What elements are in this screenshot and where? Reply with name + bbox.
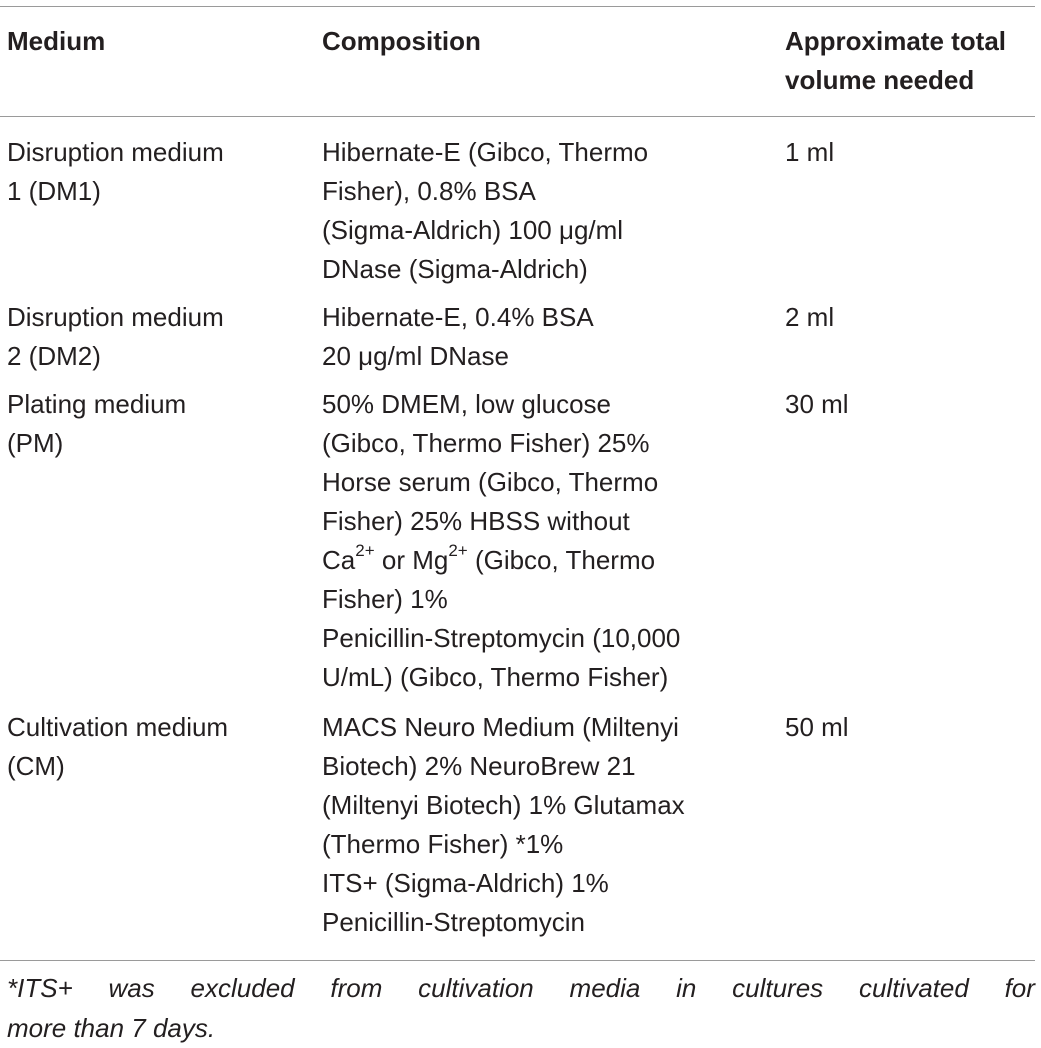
- row-pm-volume: 30 ml: [785, 389, 849, 419]
- row-dm2-volume: 2 ml: [785, 302, 835, 332]
- row-dm2-medium: Disruption medium 2 (DM2): [7, 302, 224, 371]
- footnote-line-2: more than 7 days.: [7, 1013, 216, 1043]
- footer-rule: [0, 960, 1035, 961]
- table-top-rule: [0, 6, 1035, 7]
- row-cm-composition: MACS Neuro Medium (Miltenyi Biotech) 2% …: [322, 712, 685, 937]
- table-footnote: *ITS+ was excluded from cultivation medi…: [7, 968, 1035, 1048]
- row-cm-medium: Cultivation medium (CM): [7, 712, 229, 781]
- row-pm-medium: Plating medium (PM): [7, 389, 187, 458]
- row-dm1-volume: 1 ml: [785, 137, 835, 167]
- ion-line: Ca2+ or Mg2+ (Gibco, Thermo: [322, 541, 656, 575]
- header-medium: Medium: [7, 26, 106, 56]
- row-dm2-composition: Hibernate-E, 0.4% BSA 20 μg/ml DNase: [322, 302, 594, 371]
- header-volume: Approximate total volume needed: [785, 26, 1007, 95]
- header-composition: Composition: [322, 26, 481, 56]
- row-pm-composition: 50% DMEM, low glucose (Gibco, Thermo Fis…: [322, 385, 742, 697]
- header-rule: [0, 116, 1035, 117]
- row-dm1-medium: Disruption medium 1 (DM1): [7, 137, 224, 206]
- footnote-line-1: *ITS+ was excluded from cultivation medi…: [7, 973, 1035, 1003]
- row-cm-volume: 50 ml: [785, 712, 849, 742]
- row-dm1-composition: Hibernate-E (Gibco, Thermo Fisher), 0.8%…: [322, 137, 649, 284]
